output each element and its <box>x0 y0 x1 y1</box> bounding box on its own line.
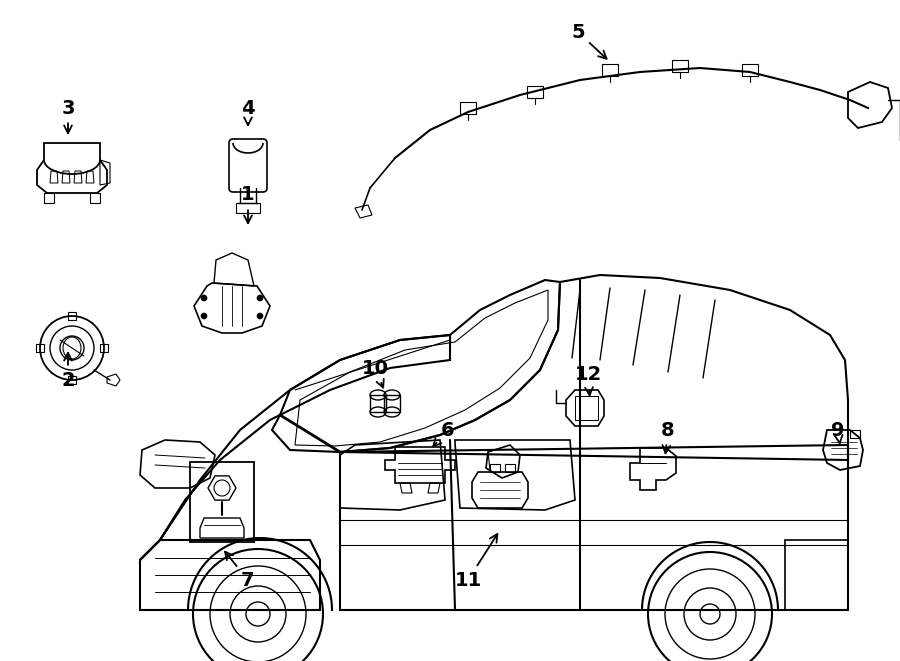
Text: 10: 10 <box>362 358 389 387</box>
Text: 2: 2 <box>61 353 75 389</box>
Text: 8: 8 <box>662 420 675 453</box>
Text: 4: 4 <box>241 98 255 125</box>
Text: 1: 1 <box>241 186 255 223</box>
Circle shape <box>201 295 207 301</box>
Circle shape <box>257 295 263 301</box>
Text: 7: 7 <box>225 552 255 590</box>
Text: 9: 9 <box>832 420 845 444</box>
Text: 11: 11 <box>454 534 498 590</box>
Text: 5: 5 <box>572 22 607 59</box>
Circle shape <box>257 313 263 319</box>
Text: 3: 3 <box>61 98 75 134</box>
Text: 6: 6 <box>433 420 454 446</box>
Text: 12: 12 <box>574 366 601 395</box>
Circle shape <box>201 313 207 319</box>
